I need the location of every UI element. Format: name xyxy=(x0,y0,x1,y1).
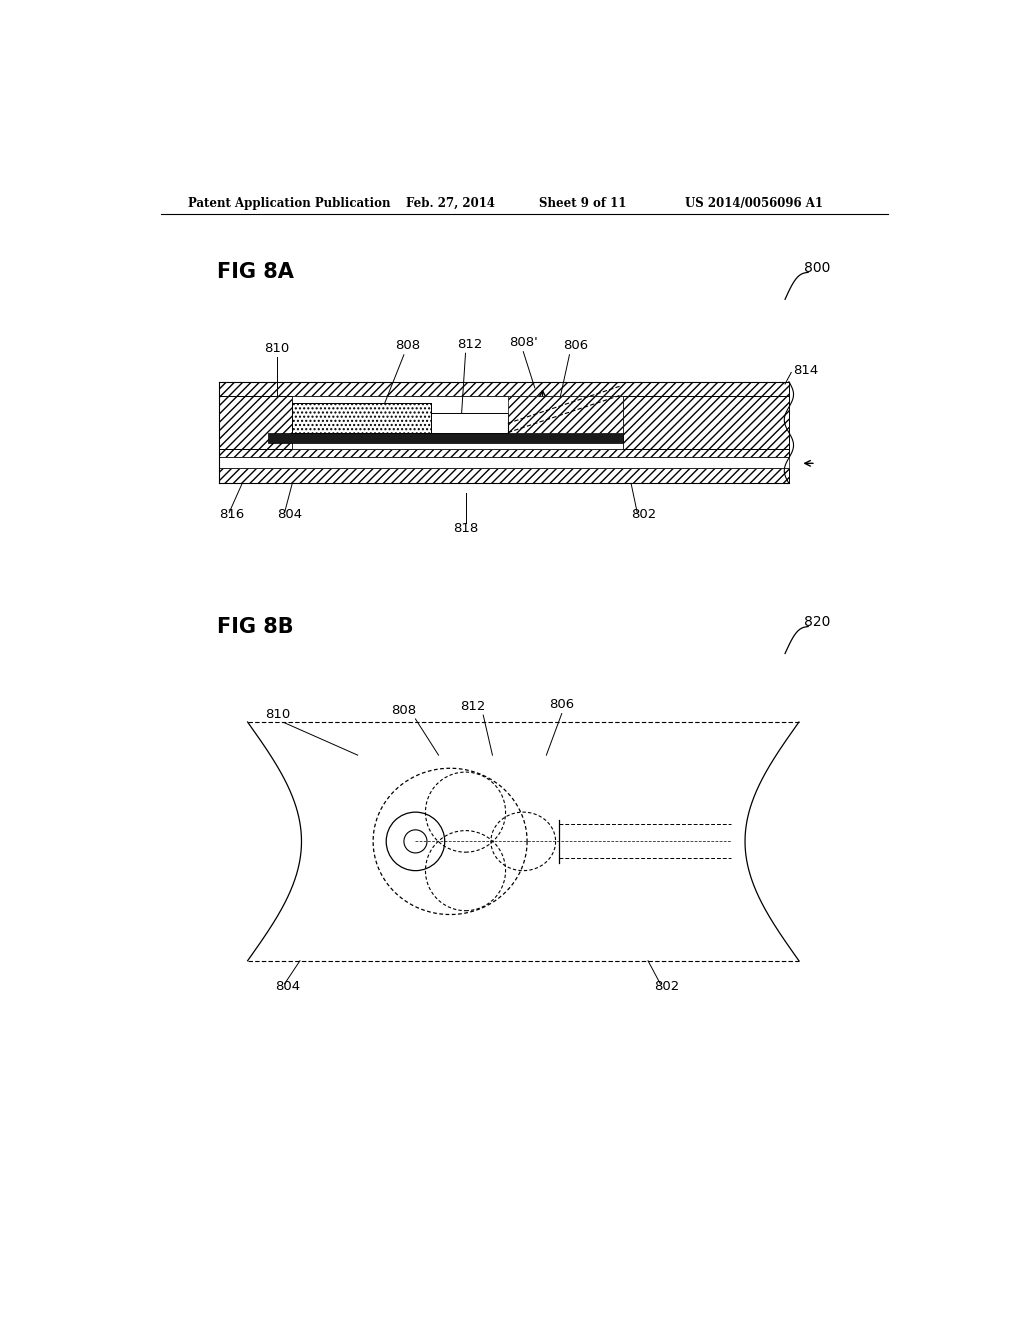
Text: US 2014/0056096 A1: US 2014/0056096 A1 xyxy=(685,197,823,210)
Text: 808: 808 xyxy=(391,704,417,717)
Text: 804: 804 xyxy=(275,979,300,993)
Bar xyxy=(219,381,788,396)
Bar xyxy=(624,396,788,449)
Text: 810: 810 xyxy=(264,342,290,355)
Text: 808: 808 xyxy=(395,339,420,352)
Bar xyxy=(508,396,624,433)
Text: 818: 818 xyxy=(453,521,478,535)
Bar xyxy=(267,433,624,444)
Text: Patent Application Publication: Patent Application Publication xyxy=(188,197,391,210)
Text: FIG 8A: FIG 8A xyxy=(217,263,294,282)
Text: 802: 802 xyxy=(654,979,679,993)
Bar xyxy=(219,396,292,449)
Text: 820: 820 xyxy=(804,615,830,628)
Text: 806: 806 xyxy=(549,698,574,711)
Text: 800: 800 xyxy=(804,261,830,275)
Text: Feb. 27, 2014: Feb. 27, 2014 xyxy=(407,197,496,210)
Text: 814: 814 xyxy=(793,363,818,376)
Bar xyxy=(219,457,788,469)
Text: 812: 812 xyxy=(461,700,486,713)
Text: 816: 816 xyxy=(219,508,245,520)
Bar xyxy=(219,449,788,457)
Bar xyxy=(431,413,508,433)
Text: 810: 810 xyxy=(265,708,291,721)
Text: Sheet 9 of 11: Sheet 9 of 11 xyxy=(539,197,626,210)
Text: FIG 8B: FIG 8B xyxy=(217,616,294,636)
Text: 806: 806 xyxy=(563,339,588,352)
Text: 812: 812 xyxy=(457,338,482,351)
Text: 802: 802 xyxy=(631,508,656,520)
Bar xyxy=(292,396,624,449)
Bar xyxy=(219,469,788,483)
Text: 804: 804 xyxy=(276,508,302,520)
Bar xyxy=(292,404,431,433)
Text: 808': 808' xyxy=(509,337,538,350)
